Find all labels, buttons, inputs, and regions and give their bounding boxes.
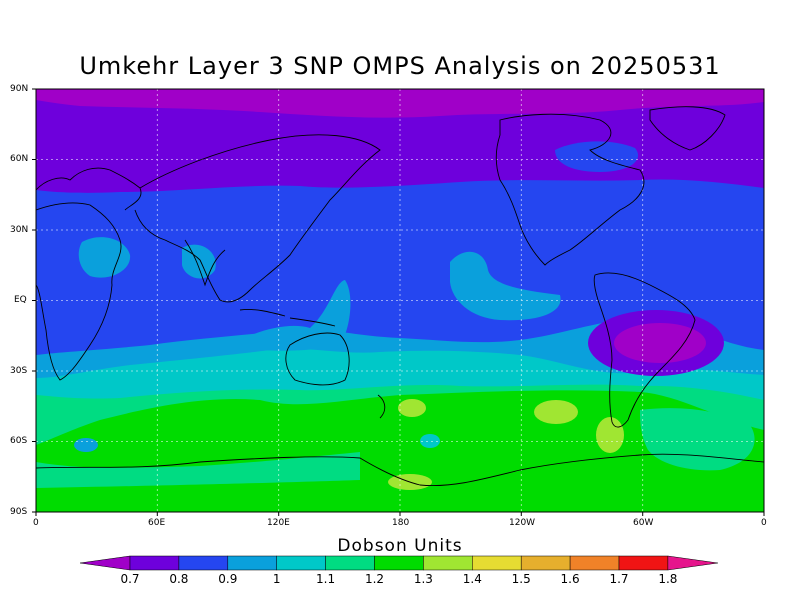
coastline-africa bbox=[36, 202, 122, 381]
local-max-south-atlantic bbox=[596, 417, 624, 453]
lon-label-120e: 120E bbox=[267, 518, 290, 528]
canada-tropical-cell bbox=[555, 141, 639, 172]
coastline-europe bbox=[36, 167, 142, 211]
coastline-antarctica bbox=[36, 453, 764, 487]
mid-cell-south bbox=[420, 434, 440, 448]
local-max-south-pacific bbox=[534, 400, 578, 424]
coastline-new-zealand bbox=[377, 394, 386, 419]
colorbar-tick-label: 1.4 bbox=[462, 572, 482, 586]
colorbar-tick-label: 1.2 bbox=[364, 572, 385, 586]
lat-label-90s: 90S bbox=[10, 507, 28, 517]
colorbar-tick-label: 0.7 bbox=[120, 572, 140, 586]
lon-label-180: 180 bbox=[392, 518, 410, 528]
colorbar-bin bbox=[276, 555, 326, 571]
colorbar-bin bbox=[178, 555, 229, 571]
colorbar-bin bbox=[520, 555, 571, 571]
low-cell-south bbox=[74, 438, 98, 452]
colorbar-bin bbox=[569, 555, 620, 571]
lon-label-120w: 120W bbox=[509, 518, 536, 528]
lat-label-60n: 60N bbox=[10, 154, 29, 164]
colorbar-bin bbox=[472, 555, 522, 571]
lon-label-60e: 60E bbox=[148, 518, 166, 528]
colorbar-tick-label: 1 bbox=[272, 572, 281, 586]
subpolar-region-east bbox=[640, 408, 755, 471]
coastlines bbox=[36, 106, 764, 487]
coastline-south-america bbox=[593, 272, 696, 428]
anomaly-core bbox=[614, 323, 706, 363]
coastline-greenland bbox=[649, 106, 726, 151]
colorbar-bin bbox=[374, 555, 424, 571]
map-title: Umkehr Layer 3 SNP OMPS Analysis on 2025… bbox=[79, 52, 721, 80]
colorbar bbox=[79, 555, 718, 571]
colorbar-tick-label: 1.7 bbox=[609, 572, 629, 586]
lon-label-0-west: 0 bbox=[33, 518, 39, 528]
colorbar-tick-label: 1.1 bbox=[316, 572, 336, 586]
colorbar-bin bbox=[618, 555, 669, 571]
colorbar-above-triangle bbox=[667, 555, 718, 571]
lat-label-30n: 30N bbox=[10, 225, 29, 235]
colorbar-bin bbox=[325, 555, 375, 571]
local-max-tasman bbox=[398, 399, 426, 417]
north-polar-core bbox=[36, 89, 764, 118]
lat-label-60s: 60S bbox=[10, 436, 28, 446]
colorbar-tick-label: 1.8 bbox=[658, 572, 678, 586]
coastline-australia bbox=[285, 332, 350, 386]
colorbar-tick-label: 0.9 bbox=[218, 572, 238, 586]
lat-label-eq: EQ bbox=[14, 295, 27, 305]
colorbar-bin bbox=[227, 555, 277, 571]
lon-label-60w: 60W bbox=[633, 518, 654, 528]
lon-label-0-east: 0 bbox=[761, 518, 767, 528]
coastline-india bbox=[184, 239, 226, 287]
coastline-asia bbox=[134, 134, 381, 303]
colorbar-bin bbox=[129, 555, 180, 571]
colorbar-below-triangle bbox=[79, 555, 131, 571]
colorbar-tick-label: 0.8 bbox=[169, 572, 189, 586]
tropical-cell-indian-ocean bbox=[78, 237, 131, 278]
colorbar-bin bbox=[423, 555, 473, 571]
lat-label-30s: 30S bbox=[10, 366, 28, 376]
tropical-cell-pacific bbox=[450, 251, 561, 321]
lat-label-90n: 90N bbox=[10, 84, 29, 94]
tick-marks bbox=[32, 88, 765, 516]
coastline-indonesia bbox=[239, 309, 336, 327]
colorbar-title: Dobson Units bbox=[337, 536, 463, 556]
colorbar-tick-label: 1.3 bbox=[413, 572, 433, 586]
graticule bbox=[36, 89, 764, 512]
colorbar-tick-label: 1.5 bbox=[511, 572, 531, 586]
colorbar-tick-label: 1.6 bbox=[560, 572, 580, 586]
coastline-north-america bbox=[495, 113, 645, 266]
